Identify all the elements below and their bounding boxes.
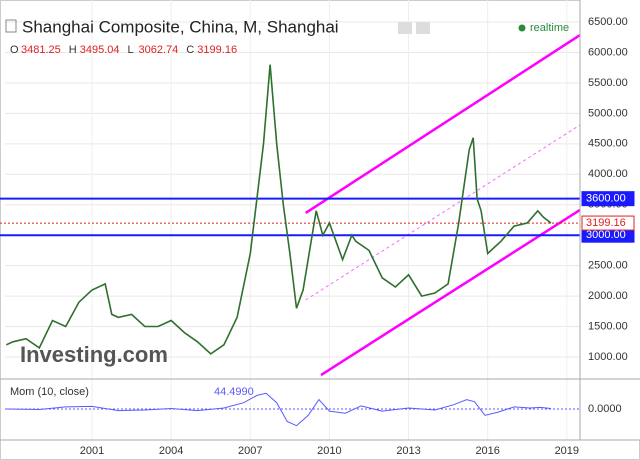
ohlc-key: O — [10, 44, 19, 56]
momentum-line — [6, 392, 552, 427]
ohlc-key: C — [186, 44, 194, 56]
toggle-icon[interactable] — [5, 19, 17, 33]
y-tick-label: 6500.00 — [588, 16, 628, 28]
level-label: 3199.16 — [586, 217, 626, 229]
x-tick-label: 2004 — [159, 445, 183, 457]
ohlc-value: 3481.25 — [21, 44, 61, 56]
x-tick-label: 2010 — [317, 445, 341, 457]
y-tick-label: 5000.00 — [588, 107, 628, 119]
trendline — [320, 208, 581, 377]
watermark: Investing.com — [20, 342, 168, 367]
y-tick-label: 2500.00 — [588, 260, 628, 272]
y-tick-label: 6000.00 — [588, 46, 628, 58]
level-box — [581, 191, 635, 207]
realtime-dot — [518, 24, 526, 32]
y-tick-label: 4500.00 — [588, 138, 628, 150]
y-tick-label: 4000.00 — [588, 168, 628, 180]
trendline — [305, 33, 581, 215]
x-tick-label: 2001 — [80, 445, 104, 457]
x-tick-label: 2013 — [396, 445, 420, 457]
y-tick-label: 1500.00 — [588, 320, 628, 332]
trendline — [305, 124, 581, 301]
settings-icon[interactable] — [398, 22, 412, 34]
level-label: 3600.00 — [586, 193, 626, 205]
x-tick-label: 2019 — [555, 445, 579, 457]
ohlc-key: H — [69, 44, 77, 56]
y-tick-label: 2000.00 — [588, 290, 628, 302]
indicator-title: Mom (10, close) — [10, 386, 89, 398]
ohlc-key: L — [128, 44, 134, 56]
y-tick-label: 1000.00 — [588, 351, 628, 363]
indicator-value: 44.4990 — [214, 386, 254, 398]
ohlc-value: 3495.04 — [80, 44, 120, 56]
plot: 2001 2004 2007 2010 2013 2016 2019 — [0, 0, 581, 457]
x-tick-label: 2007 — [238, 445, 262, 457]
ohlc-value: 3199.16 — [197, 44, 237, 56]
realtime: realtime — [530, 22, 569, 34]
y-tick-label: 0.0000 — [588, 403, 622, 415]
ohlc-value: 3062.74 — [139, 44, 179, 56]
x-tick-label: 2016 — [475, 445, 499, 457]
y-tick-label: 5500.00 — [588, 77, 628, 89]
close-icon[interactable] — [416, 22, 430, 34]
level-box — [581, 215, 635, 231]
level-label: 3000.00 — [586, 229, 626, 241]
chart-title: Shanghai Composite, China, M, Shanghai — [22, 17, 339, 36]
price-line — [5, 64, 552, 355]
